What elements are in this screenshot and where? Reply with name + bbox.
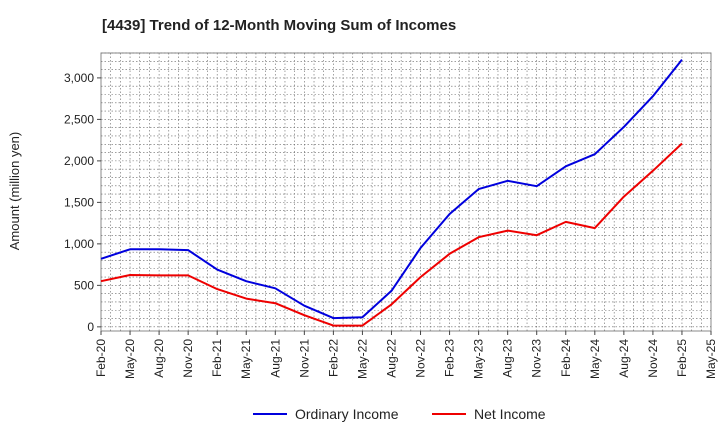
x-axis-ticks: Feb-20 May-20 Aug-20 Nov-20 Feb-21 May-21 Aug-… bbox=[94, 331, 718, 379]
x-tick-label: Feb-23 bbox=[443, 339, 457, 377]
x-tick-label: Nov-23 bbox=[530, 339, 544, 378]
x-tick-label: Feb-24 bbox=[559, 339, 573, 377]
x-tick-label: Nov-21 bbox=[297, 339, 311, 378]
y-tick-label: 2,500 bbox=[64, 112, 94, 126]
y-tick-label: 500 bbox=[74, 278, 94, 292]
x-tick-label: Aug-21 bbox=[268, 339, 282, 378]
x-tick-label: Nov-24 bbox=[646, 339, 660, 378]
legend: Ordinary Income Net Income bbox=[253, 406, 546, 422]
legend-label: Net Income bbox=[474, 406, 546, 422]
x-tick-label: Nov-22 bbox=[414, 339, 428, 378]
y-axis-ticks: 0 500 1,000 1,500 2,000 2,500 3,000 bbox=[64, 71, 101, 334]
x-tick-label: May-21 bbox=[239, 339, 253, 379]
x-tick-label: Aug-23 bbox=[501, 339, 515, 378]
x-tick-label: May-25 bbox=[704, 339, 718, 379]
x-tick-label: Aug-22 bbox=[384, 339, 398, 378]
chart-title: [4439] Trend of 12-Month Moving Sum of I… bbox=[102, 17, 456, 34]
x-tick-label: Feb-20 bbox=[94, 339, 108, 377]
y-tick-label: 1,000 bbox=[64, 237, 94, 251]
x-tick-label: May-20 bbox=[123, 339, 137, 379]
x-tick-label: Feb-21 bbox=[210, 339, 224, 377]
x-tick-label: Nov-20 bbox=[181, 339, 195, 378]
x-tick-label: Aug-20 bbox=[152, 339, 166, 378]
grid-lines bbox=[101, 52, 711, 331]
x-tick-label: Feb-25 bbox=[675, 339, 689, 377]
y-tick-label: 1,500 bbox=[64, 195, 94, 209]
series-line-net-income bbox=[100, 142, 683, 327]
y-tick-label: 3,000 bbox=[64, 71, 94, 85]
x-tick-label: May-22 bbox=[355, 339, 369, 379]
series-lines bbox=[100, 58, 683, 327]
x-tick-label: May-23 bbox=[472, 339, 486, 379]
y-tick-label: 0 bbox=[87, 320, 94, 334]
x-tick-label: Feb-22 bbox=[326, 339, 340, 377]
x-tick-label: Aug-24 bbox=[617, 339, 631, 378]
series-line-ordinary-income bbox=[100, 58, 683, 320]
y-tick-label: 2,000 bbox=[64, 154, 94, 168]
y-axis-label: Amount (million yen) bbox=[7, 132, 22, 251]
x-tick-label: May-24 bbox=[588, 339, 602, 379]
legend-label: Ordinary Income bbox=[295, 406, 399, 422]
